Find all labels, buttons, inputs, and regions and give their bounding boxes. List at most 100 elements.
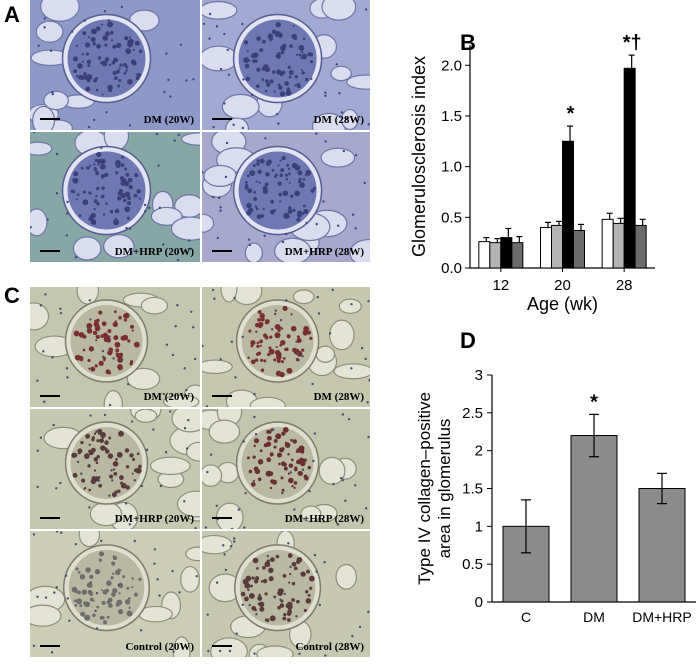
cell-nucleus (104, 43, 108, 47)
cell-nucleus (102, 620, 108, 625)
cell-nucleus (110, 38, 114, 42)
cell-nucleus (104, 440, 109, 445)
cell-nucleus (287, 209, 293, 214)
cell-nucleus (254, 432, 258, 436)
cell-nucleus (255, 330, 258, 333)
cell-nucleus (286, 618, 291, 622)
cell-nucleus (88, 506, 91, 509)
tubule-lumen (72, 236, 102, 261)
cell-nucleus (266, 554, 269, 558)
cell-nucleus (82, 348, 86, 352)
cell-nucleus (108, 347, 114, 353)
cell-nucleus (293, 486, 296, 490)
cell-nucleus (279, 447, 284, 453)
cell-nucleus (140, 484, 143, 488)
cell-nucleus (76, 193, 80, 196)
cell-nucleus (132, 457, 136, 461)
cell-nucleus (96, 201, 100, 206)
cell-nucleus (308, 52, 314, 57)
cell-nucleus (283, 466, 288, 471)
tubule-lumen (318, 456, 346, 485)
cell-nucleus (206, 613, 209, 616)
cell-nucleus (107, 597, 113, 603)
cell-nucleus (103, 358, 106, 362)
cell-nucleus (59, 307, 62, 310)
cell-nucleus (138, 464, 142, 469)
cell-nucleus (269, 615, 276, 622)
cell-nucleus (124, 191, 131, 198)
y-tick-label: 2 (475, 443, 483, 460)
cell-nucleus (117, 609, 124, 615)
cell-nucleus (156, 118, 160, 122)
cell-nucleus (108, 603, 113, 608)
cell-nucleus (233, 296, 236, 300)
cell-nucleus (257, 459, 264, 465)
cell-nucleus (94, 364, 98, 368)
cell-nucleus (90, 37, 96, 43)
cell-nucleus (280, 360, 285, 364)
cell-nucleus (187, 239, 191, 242)
cell-nucleus (274, 349, 281, 356)
cell-nucleus (224, 175, 228, 179)
cell-nucleus (310, 77, 313, 80)
cell-nucleus (83, 72, 87, 76)
cell-nucleus (101, 186, 105, 190)
cell-nucleus (115, 342, 118, 345)
cell-nucleus (133, 468, 139, 473)
cell-nucleus (92, 330, 98, 336)
cell-nucleus (108, 63, 112, 66)
cell-nucleus (194, 527, 197, 529)
cell-nucleus (111, 561, 115, 565)
cell-nucleus (174, 324, 177, 328)
cell-nucleus (112, 357, 115, 360)
micrograph-c-0-image (30, 287, 200, 407)
cell-nucleus (94, 569, 101, 575)
scale-bar (212, 517, 232, 519)
cell-nucleus (96, 605, 100, 609)
cell-nucleus (287, 542, 290, 545)
tubule-lumen (202, 213, 215, 233)
cell-nucleus (139, 629, 143, 632)
cell-nucleus (302, 37, 306, 41)
tubule-lumen (176, 490, 200, 518)
cell-nucleus (85, 42, 88, 45)
cell-nucleus (245, 76, 251, 82)
cell-nucleus (274, 323, 281, 330)
cell-nucleus (277, 606, 281, 610)
cell-nucleus (100, 174, 105, 179)
cell-nucleus (358, 625, 362, 629)
cell-nucleus (240, 591, 246, 597)
cell-nucleus (78, 332, 85, 338)
cell-nucleus (302, 178, 306, 181)
cell-nucleus (273, 209, 277, 212)
cell-nucleus (271, 169, 275, 172)
cell-nucleus (112, 70, 117, 76)
cell-nucleus (274, 175, 277, 178)
cell-nucleus (95, 26, 101, 31)
cell-nucleus (299, 182, 305, 188)
cell-nucleus (338, 91, 341, 95)
cell-nucleus (266, 618, 270, 623)
cell-nucleus (121, 155, 125, 159)
cell-nucleus (188, 247, 192, 251)
cell-nucleus (169, 95, 172, 98)
cell-nucleus (126, 200, 132, 206)
tubule-lumen (134, 409, 158, 423)
cell-nucleus (298, 53, 302, 57)
cell-nucleus (81, 53, 85, 56)
cell-nucleus (85, 52, 90, 56)
cell-nucleus (279, 173, 283, 177)
cell-nucleus (153, 562, 156, 565)
cell-nucleus (288, 581, 291, 584)
cell-nucleus (118, 189, 123, 194)
cell-nucleus (32, 644, 36, 647)
cell-nucleus (260, 358, 264, 362)
cell-nucleus (283, 592, 286, 596)
cell-nucleus (269, 452, 274, 457)
cell-nucleus (80, 441, 84, 445)
cell-nucleus (364, 8, 368, 11)
bar (634, 224, 647, 269)
cell-nucleus (202, 22, 206, 26)
x-tick-label: 28 (616, 277, 633, 294)
cell-nucleus (108, 494, 111, 497)
